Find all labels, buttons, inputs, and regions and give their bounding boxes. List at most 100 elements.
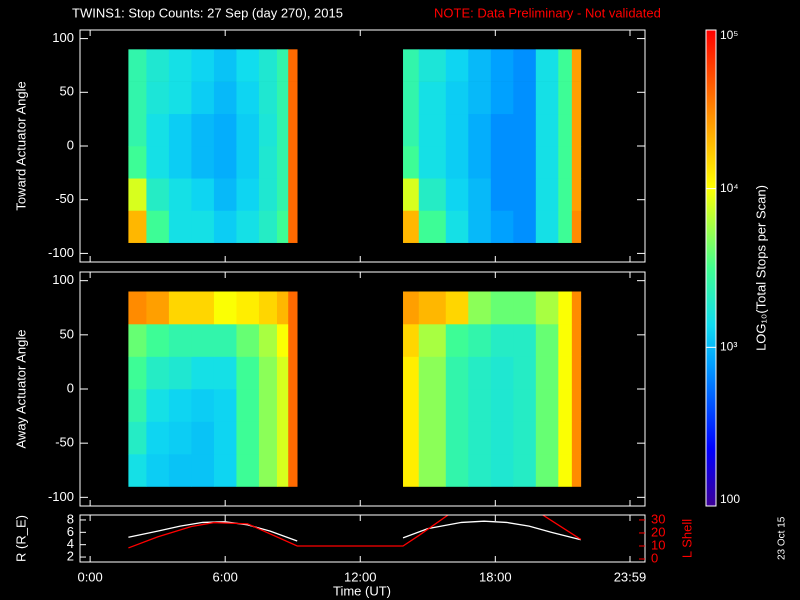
heatmap-cell	[445, 49, 469, 82]
heatmap-cell	[276, 291, 289, 325]
y-tick-label: 100	[52, 30, 74, 45]
heatmap-cell	[288, 178, 298, 211]
heatmap-cell	[558, 324, 573, 357]
y-tick-label: 0	[67, 380, 74, 395]
heatmap-cell	[571, 81, 582, 115]
heatmap-cell	[128, 421, 147, 455]
heatmap-cell	[128, 356, 147, 390]
heatmap-cell	[236, 113, 260, 147]
heatmap-cell	[288, 454, 298, 487]
heatmap-cell	[558, 454, 573, 487]
heatmap-cell	[535, 49, 559, 82]
heatmap-cell	[236, 389, 260, 422]
heatmap-cell	[128, 454, 147, 487]
heatmap-cell	[258, 421, 278, 455]
heatmap-cell	[276, 356, 289, 390]
heatmap-cell	[128, 178, 147, 211]
heatmap-cell	[490, 178, 514, 211]
title: TWINS1: Stop Counts: 27 Sep (day 270), 2…	[72, 5, 343, 20]
heatmap-cell	[558, 113, 573, 147]
heatmap-cell	[558, 81, 573, 115]
y-axis-label: Away Actuator Angle	[13, 329, 28, 448]
heatmap-cell	[213, 324, 237, 357]
heatmap-cell	[128, 49, 147, 82]
heatmap-cell	[276, 49, 289, 82]
heatmap-cell	[146, 454, 170, 487]
heatmap-cell	[468, 49, 492, 82]
heatmap-cell	[513, 454, 537, 487]
heatmap-cell	[191, 421, 215, 455]
heatmap-cell	[168, 421, 192, 455]
heatmap-cell	[236, 81, 260, 115]
heatmap-cell	[236, 291, 260, 325]
heatmap-cell	[236, 454, 260, 487]
heatmap-cell	[571, 49, 582, 82]
heatmap-cell	[535, 291, 559, 325]
heatmap-cell	[445, 291, 469, 325]
colorbar-tick-label: 100	[720, 492, 740, 506]
y-tick-label: 6	[67, 524, 74, 539]
heatmap-cell	[535, 356, 559, 390]
y-tick-label: -50	[55, 191, 74, 206]
heatmap-cell	[403, 421, 420, 455]
y-axis-label: R (R_E)	[13, 515, 28, 562]
heatmap-cell	[571, 454, 582, 487]
heatmap-cell	[513, 389, 537, 422]
heatmap-cell	[558, 49, 573, 82]
heatmap-cell	[258, 146, 278, 179]
heatmap-cell	[571, 146, 582, 179]
panel-frame	[79, 514, 646, 563]
heatmap-cell	[558, 389, 573, 422]
heatmap-cell	[445, 454, 469, 487]
heatmap-cell	[258, 454, 278, 487]
heatmap-cell	[418, 113, 447, 147]
heatmap-cell	[258, 291, 278, 325]
series-line	[402, 520, 582, 541]
heatmap-cell	[213, 454, 237, 487]
heatmap-cell	[146, 146, 170, 179]
heatmap-cell	[236, 324, 260, 357]
colorbar-tick-label: 10⁴	[720, 181, 739, 195]
heatmap-cell	[236, 421, 260, 455]
heatmap-cell	[236, 356, 260, 390]
heatmap-cell	[128, 113, 147, 147]
y-tick-label: 8	[67, 511, 74, 526]
heatmap-cell	[490, 81, 514, 115]
heatmap-cell	[236, 178, 260, 211]
heatmap-cell	[168, 324, 192, 357]
heatmap-cell	[490, 324, 514, 357]
heatmap-cell	[490, 389, 514, 422]
y-tick-label: 2	[67, 548, 74, 563]
heatmap-cell	[445, 113, 469, 147]
heatmap-cell	[258, 210, 278, 243]
colorbar-tick-label: 10³	[720, 340, 737, 354]
heatmap-cell	[535, 421, 559, 455]
heatmap-cell	[445, 146, 469, 179]
heatmap-cell	[168, 210, 192, 243]
heatmap-cell	[213, 356, 237, 390]
heatmap-cell	[236, 146, 260, 179]
heatmap-cell	[128, 146, 147, 179]
heatmap-cell	[490, 210, 514, 243]
heatmap-cell	[168, 178, 192, 211]
x-tick-label: 18:00	[479, 569, 512, 584]
heatmap-cell	[468, 81, 492, 115]
heatmap-cell	[276, 81, 289, 115]
heatmap-cell	[513, 178, 537, 211]
heatmap-cell	[146, 49, 170, 82]
heatmap-cell	[468, 324, 492, 357]
y2-axis-label: L Shell	[679, 519, 694, 558]
heatmap-cell	[571, 210, 582, 243]
heatmap-cell	[168, 389, 192, 422]
heatmap-cell	[535, 454, 559, 487]
heatmap-cell	[468, 421, 492, 455]
heatmap-cell	[191, 81, 215, 115]
heatmap-cell	[490, 421, 514, 455]
heatmap-cell	[558, 356, 573, 390]
x-tick-label: 6:00	[213, 569, 238, 584]
heatmap-cell	[213, 81, 237, 115]
heatmap-cell	[535, 81, 559, 115]
heatmap-cell	[276, 178, 289, 211]
y2-tick-label: 30	[651, 511, 665, 526]
